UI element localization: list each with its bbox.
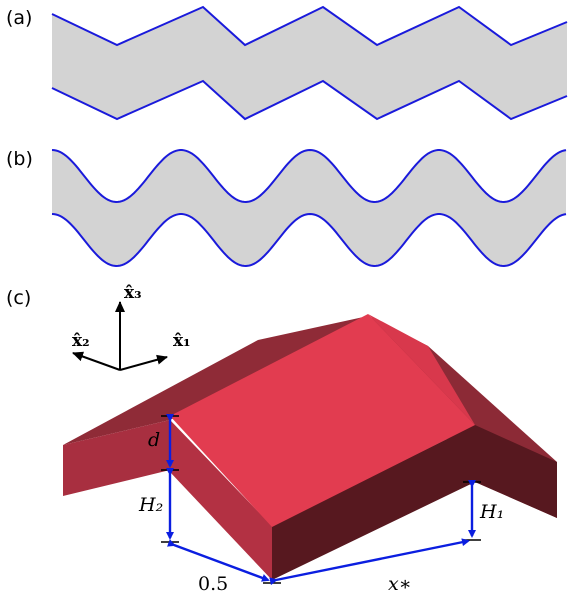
h2-label: H₂ xyxy=(138,494,163,516)
zigzag-lower-boundary xyxy=(51,79,568,121)
x1-axis-label: x̂₁ xyxy=(173,331,191,351)
panel-c: (c) x̂₃ x̂₂ x̂₁ xyxy=(6,283,557,595)
wavy-channel-fill xyxy=(52,150,566,266)
x1-axis-arrow xyxy=(119,354,168,371)
x2-axis-arrow xyxy=(72,351,121,371)
x2-axis-label: x̂₂ xyxy=(72,331,90,351)
dimension-markers: d H₂ H₁ 0.5 x∗ xyxy=(138,414,504,595)
wavy-upper-boundary xyxy=(51,148,567,204)
x3-axis-label: x̂₃ xyxy=(124,283,142,303)
roof-left-end-face xyxy=(63,420,170,496)
xstar-label: x∗ xyxy=(388,573,412,595)
panel-b-label: (b) xyxy=(6,148,33,170)
panel-b: (b) xyxy=(6,148,567,268)
half-width-arrow xyxy=(166,539,270,582)
zigzag-upper-boundary xyxy=(51,5,568,47)
d-label: d xyxy=(148,429,160,451)
panel-a-label: (a) xyxy=(6,7,32,29)
roof-ridge-highlight xyxy=(368,314,475,425)
panel-c-label: (c) xyxy=(6,287,31,309)
wavy-lower-boundary xyxy=(51,212,567,268)
axis-triad: x̂₃ x̂₂ x̂₁ xyxy=(72,283,191,371)
h1-label: H₁ xyxy=(479,501,504,523)
roof-solid xyxy=(63,314,557,580)
xstar-arrow xyxy=(269,538,470,586)
panel-a: (a) xyxy=(6,5,568,121)
roof-top-face xyxy=(170,314,475,527)
half-width-label: 0.5 xyxy=(198,573,228,595)
zigzag-channel-fill xyxy=(52,7,567,119)
roof-back-left-face xyxy=(63,316,368,445)
